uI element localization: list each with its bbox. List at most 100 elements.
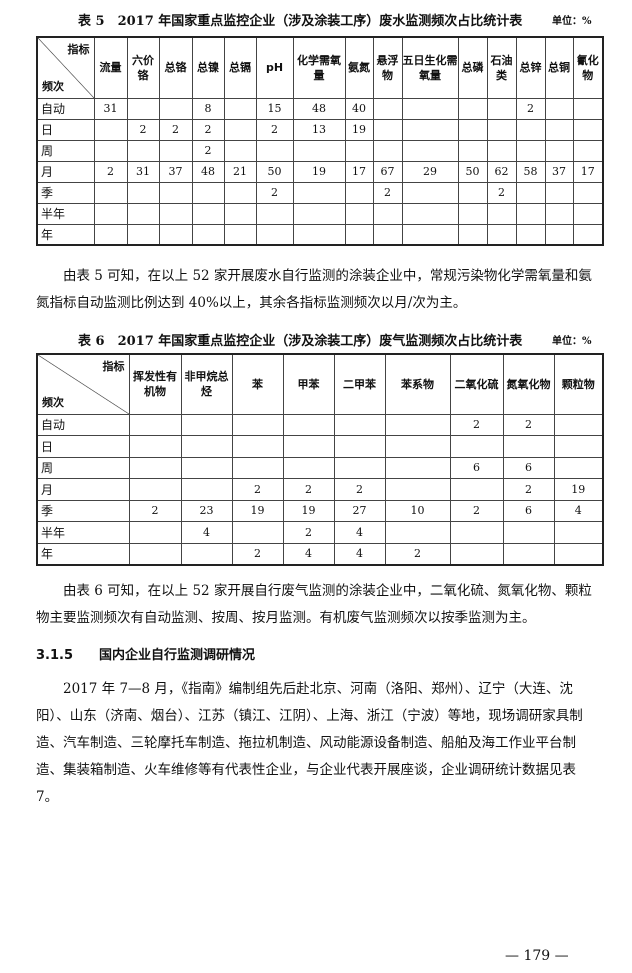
column-header: 氮氧化物 — [502, 353, 555, 415]
page-number: — 179 — — [505, 948, 569, 964]
table-row: 月 2 31 37 48 21 50 19 17 67 29 50 62 58 37 17 — [36, 160, 604, 183]
table-cell — [572, 118, 604, 141]
row-label: 月 — [36, 478, 130, 501]
table-cell: 2 — [449, 413, 504, 436]
table-cell — [223, 139, 257, 162]
paragraph: 由表 5 可知，在以上 52 家开展废水自行监测的涂装企业中，常规污染物化学需氧… — [36, 268, 592, 311]
table-cell: 4 — [180, 521, 233, 544]
table-cell — [191, 202, 225, 225]
table-row: 日 2 2 2 2 13 19 — [36, 118, 604, 141]
column-header: 甲苯 — [282, 353, 335, 415]
table-cell — [449, 478, 504, 501]
row-label: 年 — [36, 223, 95, 246]
table-cell: 48 — [292, 97, 346, 120]
table-cell — [223, 97, 257, 120]
table-cell — [572, 97, 604, 120]
corner-header: 指标 频次 — [36, 36, 95, 99]
column-header: 颗粒物 — [553, 353, 604, 415]
row-label: 自动 — [36, 413, 130, 436]
table-cell: 50 — [457, 160, 488, 183]
table-cell: 8 — [191, 97, 225, 120]
row-label: 周 — [36, 139, 95, 162]
table-cell: 48 — [191, 160, 225, 183]
table-cell: 37 — [158, 160, 193, 183]
table-cell: 6 — [449, 456, 504, 479]
row-label: 季 — [36, 181, 95, 204]
table-cell — [449, 521, 504, 544]
caption-text: 表 5 2017 年国家重点监控企业（涉及涂装工序）废水监测频次占比统计表 — [78, 14, 523, 29]
table-cell — [126, 181, 160, 204]
table-row: 月 2 2 2 2 19 — [36, 478, 604, 501]
table-cell — [191, 181, 225, 204]
column-header: 非甲烷总烃 — [180, 353, 233, 415]
table-cell: 27 — [333, 499, 386, 522]
table-cell: 67 — [372, 160, 403, 183]
table-cell — [191, 223, 225, 246]
row-label: 月 — [36, 160, 95, 183]
table-cell: 2 — [126, 118, 160, 141]
paragraph: 由表 6 可知，在以上 52 家开展自行废气监测的涂装企业中，二氧化硫、氮氧化物… — [36, 583, 592, 626]
row-label: 周 — [36, 456, 130, 479]
row-label: 自动 — [36, 97, 95, 120]
table-cell: 10 — [384, 499, 451, 522]
table-cell — [93, 118, 128, 141]
table-cell: 50 — [255, 160, 294, 183]
table-cell — [457, 139, 488, 162]
table-cell — [93, 181, 128, 204]
table-cell — [384, 413, 451, 436]
column-header: 总锌 — [515, 36, 546, 99]
table-cell: 4 — [333, 542, 386, 565]
paragraph: 2017 年 7—8 月，《指南》编制组先后赴北京、河南（洛阳、郑州）、辽宁（大… — [36, 681, 583, 805]
table-cell: 15 — [255, 97, 294, 120]
column-header: 挥发性有机物 — [128, 353, 182, 415]
table-cell — [223, 223, 257, 246]
caption-text: 表 6 2017 年国家重点监控企业（涉及涂装工序）废气监测频次占比统计表 — [78, 334, 523, 349]
column-header: 石油类 — [486, 36, 517, 99]
unit-label: 单位：% — [552, 336, 592, 347]
column-header: 六价铬 — [126, 36, 160, 99]
table-cell — [486, 202, 517, 225]
table-cell: 2 — [158, 118, 193, 141]
row-label: 日 — [36, 118, 95, 141]
table-cell — [333, 435, 386, 458]
table-cell: 4 — [333, 521, 386, 544]
table-cell: 2 — [231, 542, 284, 565]
table-cell: 31 — [126, 160, 160, 183]
table-cell: 2 — [449, 499, 504, 522]
corner-bottom: 频次 — [42, 395, 64, 409]
table-cell: 21 — [223, 160, 257, 183]
table-cell — [282, 413, 335, 436]
table-cell — [401, 202, 459, 225]
table-cell — [292, 139, 346, 162]
table-cell: 23 — [180, 499, 233, 522]
table-cell — [93, 223, 128, 246]
table-cell: 4 — [553, 499, 604, 522]
table-cell — [128, 435, 182, 458]
table-cell: 40 — [344, 97, 374, 120]
table-cell — [231, 456, 284, 479]
table-cell — [292, 202, 346, 225]
table-cell: 31 — [93, 97, 128, 120]
table-cell — [180, 478, 233, 501]
table-cell — [401, 139, 459, 162]
table-cell: 2 — [486, 181, 517, 204]
table-cell — [449, 435, 504, 458]
table-cell — [457, 118, 488, 141]
table-cell — [231, 413, 284, 436]
table-cell: 62 — [486, 160, 517, 183]
table-cell — [544, 118, 574, 141]
table-cell — [282, 435, 335, 458]
table-cell — [515, 202, 546, 225]
table-cell — [572, 223, 604, 246]
table-cell — [515, 118, 546, 141]
column-header: 总铜 — [544, 36, 574, 99]
column-header: 总镍 — [191, 36, 225, 99]
table-cell: 17 — [572, 160, 604, 183]
column-header: 悬浮物 — [372, 36, 403, 99]
table-cell — [231, 435, 284, 458]
table-cell: 2 — [502, 413, 555, 436]
column-header: 苯系物 — [384, 353, 451, 415]
column-header: 总镉 — [223, 36, 257, 99]
table-cell — [572, 139, 604, 162]
